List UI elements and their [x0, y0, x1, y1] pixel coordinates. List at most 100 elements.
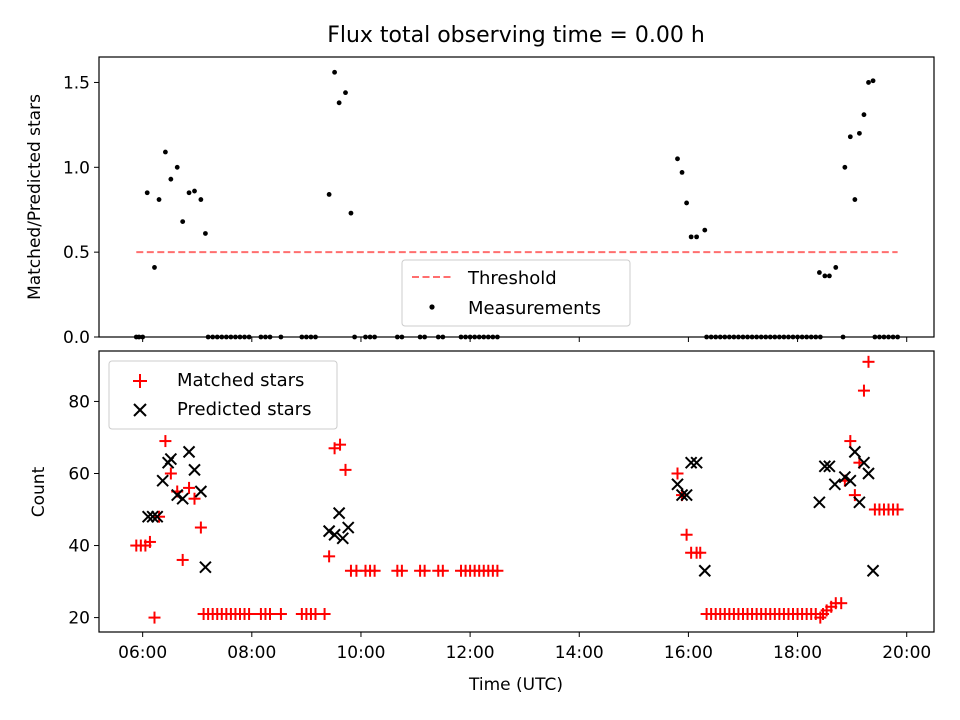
predicted-star-point	[328, 528, 341, 541]
x-tick-label: 20:00	[882, 643, 931, 663]
legend-threshold-label: Threshold	[467, 268, 557, 289]
x-tick-label: 06:00	[118, 643, 167, 663]
measurement-point	[679, 169, 685, 175]
y-tick-label: 1.5	[63, 73, 90, 93]
matched-star-point	[243, 607, 256, 620]
top-panel: 0.0 0.5 1.0 1.5 Matched/Predicted stars Thr…	[25, 56, 935, 348]
bottom-legend-box	[108, 360, 338, 430]
bottom-plot-content	[130, 355, 904, 624]
measurement-point	[866, 80, 871, 85]
legend-predicted-swatch	[133, 403, 147, 417]
predicted-star-point	[862, 467, 875, 480]
predicted-star-point	[182, 445, 196, 459]
matched-star-point	[153, 510, 166, 523]
matched-star-point	[148, 611, 161, 624]
predicted-star-point	[332, 506, 346, 520]
predicted-star-point	[828, 478, 842, 491]
predicted-star-point	[199, 560, 212, 574]
measurement-point	[180, 219, 186, 225]
matched-star-point	[862, 355, 875, 368]
predicted-star-point	[188, 463, 201, 477]
matched-star-point	[339, 463, 352, 476]
measurement-point	[348, 210, 354, 216]
measurement-point	[192, 188, 197, 194]
matched-star-point	[274, 607, 287, 620]
y-tick-label: 0.0	[63, 328, 90, 348]
measurement-point	[343, 90, 348, 96]
measurement-point	[702, 227, 708, 233]
predicted-star-point	[171, 488, 184, 502]
matched-star-point	[264, 607, 277, 620]
y-tick-label: 1.0	[63, 158, 90, 178]
matched-star-point	[418, 564, 431, 577]
legend-measurements-swatch	[429, 304, 435, 310]
predicted-star-point	[141, 510, 155, 523]
predicted-star-point	[684, 456, 698, 469]
measurement-point	[822, 273, 828, 279]
predicted-star-point	[342, 521, 355, 534]
predicted-star-point	[844, 474, 857, 487]
top-legend: Threshold Measurements	[401, 259, 631, 327]
predicted-star-point	[336, 532, 349, 545]
predicted-star-point	[838, 470, 852, 484]
bottom-yticks: 20 40 60 80	[68, 392, 99, 629]
predicted-star-point	[818, 460, 832, 473]
x-tick-label: 08:00	[227, 643, 276, 663]
measurement-point	[186, 190, 192, 196]
matched-star-point	[159, 435, 172, 448]
predicted-star-point	[680, 488, 693, 502]
x-axis-label: Time (UTC)	[468, 675, 563, 695]
x-tick-label: 18:00	[773, 643, 822, 663]
top-yticks: 0.0 0.5 1.0 1.5	[63, 73, 99, 348]
predicted-star-point	[322, 524, 336, 538]
predicted-star-point	[698, 564, 711, 577]
measurement-point	[336, 100, 342, 106]
predicted-star-point	[866, 564, 880, 577]
measurement-point	[326, 192, 332, 197]
matched-star-point	[368, 564, 381, 577]
measurement-point	[861, 112, 867, 118]
top-axes-frame	[98, 56, 935, 338]
y-tick-label: 60	[68, 464, 90, 484]
matched-star-point	[334, 438, 347, 451]
measurement-point	[168, 176, 174, 182]
predicted-star-point	[857, 456, 871, 469]
measurement-point	[162, 149, 168, 155]
predicted-star-point	[823, 460, 836, 473]
measurement-point	[847, 134, 853, 140]
predicted-star-point	[146, 510, 159, 523]
bottom-ylabel: Count	[29, 466, 49, 517]
measurement-point	[826, 273, 832, 279]
matched-star-point	[183, 481, 196, 494]
matched-star-point	[164, 467, 177, 480]
measurement-point	[694, 234, 699, 240]
measurement-point	[842, 164, 848, 170]
predicted-star-point	[164, 452, 178, 466]
x-tick-label: 12:00	[446, 643, 495, 663]
legend-predicted-label: Predicted stars	[177, 399, 311, 420]
predicted-star-point	[671, 478, 684, 491]
measurement-point	[203, 231, 208, 236]
bottom-xticks: 06:00 08:00 10:00 12:00 14:00 16:00 18:00 20:00	[118, 632, 931, 663]
y-tick-label: 20	[68, 609, 90, 629]
predicted-star-point	[151, 510, 164, 523]
matched-star-point	[891, 503, 904, 516]
x-tick-label: 16:00	[664, 643, 713, 663]
bottom-axes-frame	[98, 350, 935, 633]
legend-measurements-label: Measurements	[468, 298, 601, 319]
measurement-point	[857, 130, 862, 136]
matched-star-point	[491, 564, 504, 577]
measurement-point	[688, 234, 694, 240]
predicted-star-point	[690, 456, 703, 469]
y-tick-label: 80	[68, 392, 90, 412]
measurement-point	[675, 156, 680, 162]
matched-star-point	[323, 550, 336, 563]
measurement-point	[816, 270, 822, 275]
measurement-point	[156, 197, 162, 202]
top-legend-box	[401, 259, 631, 327]
measurement-point	[833, 265, 839, 270]
matched-star-point	[694, 546, 707, 559]
y-tick-label: 0.5	[63, 243, 90, 263]
measurement-point	[852, 197, 858, 202]
